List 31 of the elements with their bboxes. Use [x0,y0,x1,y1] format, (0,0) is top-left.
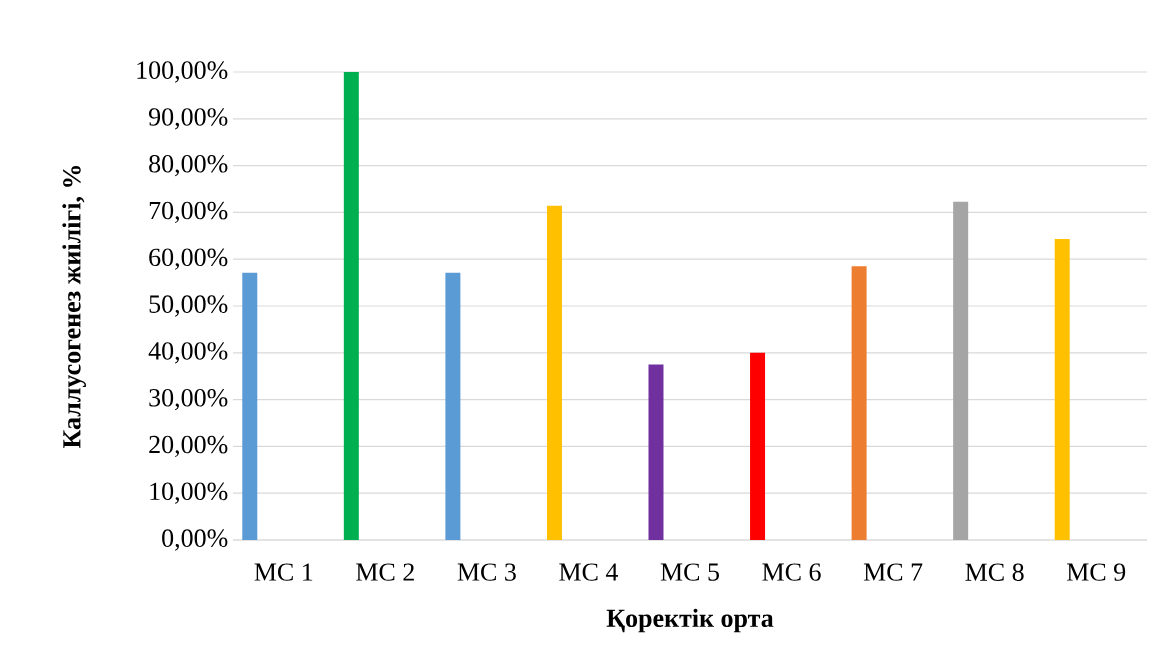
y-tick-label: 60,00% [149,248,228,270]
bar [750,352,766,540]
bar [242,272,258,540]
x-tick-label: MC 5 [660,563,719,581]
bar [851,266,867,540]
y-tick-label: 90,00% [148,108,228,130]
y-tick-label: 80,00% [149,154,228,177]
x-tick-label: MC 7 [863,563,923,581]
bar [445,272,461,540]
x-tick-label: MC 4 [559,563,619,581]
y-tick-label: 70,00% [149,201,228,224]
y-tick-label: 40,00% [148,342,228,364]
bar [1054,239,1070,540]
y-tick-label: 0,00% [162,529,228,551]
y-tick-label: 20,00% [149,435,228,458]
x-tick-label: MC 3 [457,563,516,581]
x-tick-label: MC 9 [1066,563,1126,581]
x-axis-title: Қоректік орта [606,608,774,633]
x-tick-label: MC 6 [762,563,821,581]
y-tick-label: 100,00% [137,61,228,83]
bar [953,201,969,540]
y-tick-label: 50,00% [149,295,228,317]
bar [648,364,664,540]
bar [546,205,562,540]
x-tick-label: MC 8 [965,563,1024,581]
y-tick-label: 10,00% [150,482,228,504]
x-tick-label: MC 2 [356,563,414,581]
bar [343,72,359,540]
y-tick-label: 30,00% [149,388,228,411]
y-axis-title: Каллусогенез жиілігі, % [62,165,86,449]
x-tick-label: MC 1 [254,563,313,581]
